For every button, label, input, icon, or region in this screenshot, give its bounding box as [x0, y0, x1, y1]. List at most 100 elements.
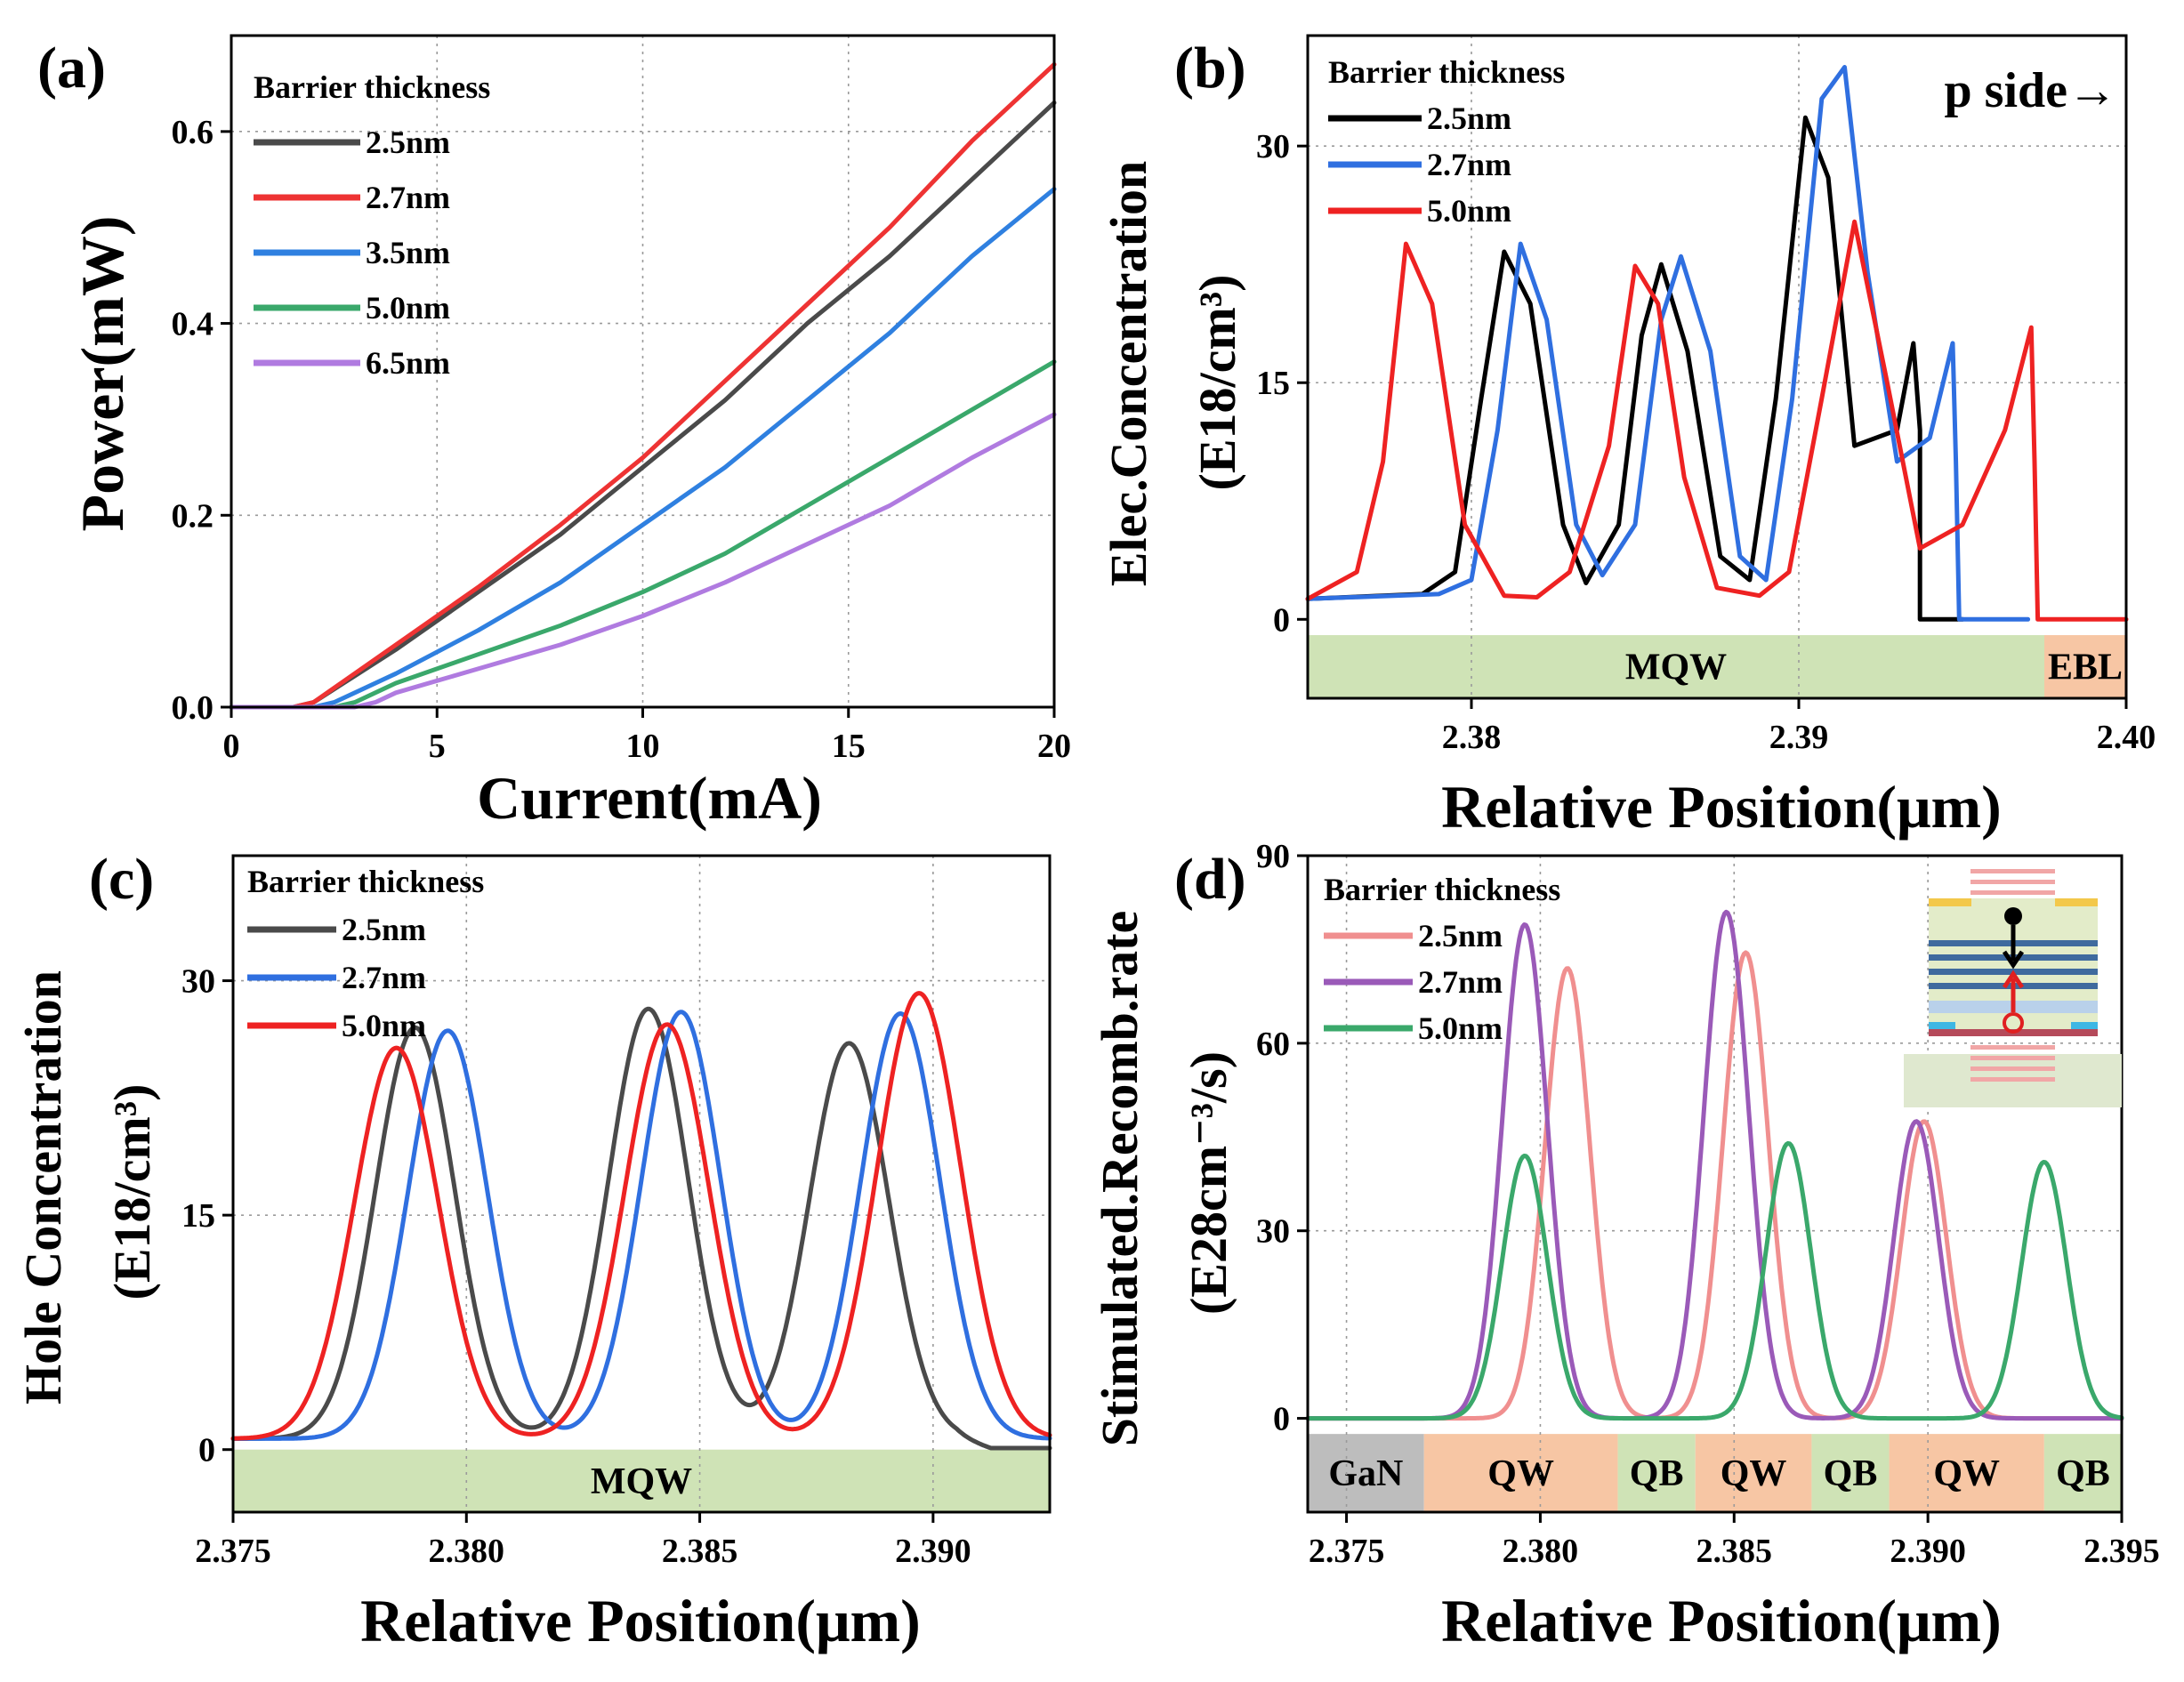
panel-a-x-tick-label-3: 15: [832, 728, 866, 765]
panel-c-series-2_7nm: [230, 1010, 1052, 1441]
panel-d-legend-label-2: 5.0nm: [1418, 1010, 1503, 1046]
panel-a-x-tick-label-4: 20: [1037, 728, 1071, 765]
panel-d-band-qb-2: [1617, 1434, 1696, 1512]
panel-d-legend-label-0: 2.5nm: [1418, 918, 1503, 954]
panel-d-x-tick-label-0: 2.375: [1309, 1533, 1385, 1570]
panel-d-band-qw-5: [1889, 1434, 2044, 1512]
panel-d-x-tick-label-3: 2.390: [1890, 1533, 1966, 1570]
panel-a-legend-label-3: 5.0nm: [366, 290, 450, 326]
panel-d-band-label-qb-2: QB: [1630, 1453, 1684, 1494]
panel-a-legend-label-0: 2.5nm: [366, 125, 450, 160]
panel-b-band-mqw-0: [1308, 635, 2044, 698]
panel-b-legend-label-2: 5.0nm: [1427, 193, 1511, 229]
panel-c-band-mqw-0: [233, 1449, 1050, 1512]
panel-b-x-axis-label: Relative Position(μm): [1441, 773, 2002, 841]
panel-d-band-label-qb-6: QB: [2056, 1453, 2110, 1494]
panel-d-y-axis-label-line2: (E28cm⁻³/s): [1180, 1051, 1237, 1315]
inset-bottom-dbr-layer: [1970, 1045, 2055, 1050]
panel-b-x-tick-label-1: 2.39: [1769, 719, 1829, 756]
inset-top-dbr-layer: [1970, 869, 2055, 873]
inset-electron-arrowhead: [2002, 950, 2025, 970]
inset-hole-arrowhead: [2002, 970, 2025, 989]
panel-a-series-3_5nm: [229, 187, 1057, 710]
panel-d-chart: (d) GaN QW QB QW QB QW QB 2.375 2.380 2.385 2.390…: [1091, 838, 2160, 1654]
panel-c-band-label-mqw-0: MQW: [591, 1461, 692, 1502]
panel-d-y-tick-label-3: 90: [1256, 838, 1290, 875]
panel-c-chart: (c) MQW 2.375 2.380 2.385 2.390 0 15 30 Barrie…: [14, 847, 1052, 1654]
panel-d-band-label-qb-4: QB: [1824, 1453, 1878, 1494]
panel-b-series-2_7nm: [1305, 65, 2031, 622]
panel-d-band-label-qw-5: QW: [1933, 1453, 2000, 1494]
panel-b-band-ebl-1: [2044, 635, 2126, 698]
panel-b-legend-label-0: 2.5nm: [1427, 101, 1511, 136]
panel-c-x-tick-label-0: 2.375: [195, 1533, 271, 1570]
panel-c-x-tick-label-3: 2.390: [895, 1533, 971, 1570]
panel-b-band-label-ebl-1: EBL: [2048, 648, 2123, 688]
panel-b-legend-label-1: 2.7nm: [1427, 147, 1511, 182]
inset-top-dbr-layer: [1970, 890, 2055, 895]
panel-c-y-axis-label-line1: Hole Concentration: [14, 970, 72, 1404]
panel-b-series-5_0nm: [1305, 219, 2129, 622]
inset-electron-dot: [2004, 907, 2022, 925]
panel-c-x-axis-label: Relative Position(μm): [360, 1587, 921, 1654]
panel-d-band-label-qw-3: QW: [1721, 1453, 1787, 1494]
panel-d-y-tick-label-1: 30: [1256, 1213, 1290, 1251]
panel-b-band-label-mqw-0: MQW: [1625, 648, 1727, 688]
panel-a-x-tick-label-0: 0: [223, 728, 240, 765]
panel-c-x-tick-label-1: 2.380: [429, 1533, 505, 1570]
panel-b-x-tick-label-0: 2.38: [1442, 719, 1502, 756]
panel-c-plot-frame: [231, 854, 1052, 1514]
panel-b-p-side-annotation: p side→: [1945, 63, 2118, 118]
panel-d-band-qb-6: [2043, 1434, 2122, 1512]
panel-d-series-5_0nm: [1305, 1140, 2124, 1421]
panel-c-series-2_5nm: [230, 1006, 1052, 1451]
panel-d-plot-frame: [1306, 854, 2124, 1514]
panel-a-chart: (a) 0 5 10 15 20 0.0 0.2 0.4 0.6 Barrier thickne…: [37, 34, 1071, 832]
panel-b-y-axis-label-line1: Elec.Concentration: [1100, 161, 1157, 586]
panel-b-letter: (b): [1174, 36, 1246, 101]
panel-c-y-axis-label-line2: (E18/cm³): [103, 1084, 161, 1300]
panel-d-legend-title: Barrier thickness: [1324, 872, 1560, 907]
panel-a-legend-label-1: 2.7nm: [366, 180, 450, 215]
panel-d-letter: (d): [1174, 847, 1246, 912]
panel-a-x-tick-label-1: 5: [429, 728, 446, 765]
inset-top-dbr-layer: [1970, 880, 2055, 884]
panel-d-band-qw-3: [1695, 1434, 1812, 1512]
panel-a-x-axis-label: Current(mA): [477, 764, 822, 832]
panel-a-y-tick-label-1: 0.2: [172, 497, 214, 535]
panel-c-legend-label-2: 5.0nm: [342, 1008, 426, 1043]
panel-b-y-tick-label-2: 30: [1256, 128, 1290, 165]
panel-c-letter: (c): [89, 847, 154, 912]
inset-top-contact-left: [1929, 898, 1971, 906]
panel-a-y-tick-label-2: 0.4: [172, 306, 214, 343]
panel-c-legend-label-1: 2.7nm: [342, 960, 426, 995]
panel-d-band-label-gan-0: GaN: [1328, 1453, 1403, 1494]
inset-bottom-dbr-layer: [1970, 1056, 2055, 1060]
panel-b-y-axis-label-line2: (E18/cm³): [1189, 275, 1246, 491]
panel-d-band-gan-0: [1308, 1434, 1424, 1512]
panel-c-y-tick-label-2: 30: [181, 963, 215, 1001]
panel-b-series-2_5nm: [1305, 115, 1965, 622]
panel-b-y-tick-label-1: 15: [1256, 365, 1290, 402]
panel-a-legend-label-4: 6.5nm: [366, 345, 450, 381]
panel-a-series-6_5nm: [229, 412, 1057, 710]
panel-c-y-tick-label-1: 15: [181, 1197, 215, 1235]
panel-c-x-tick-label-2: 2.385: [662, 1533, 738, 1570]
inset-bottom-contact-right: [2071, 1022, 2098, 1029]
panel-a-series-2_7nm: [229, 61, 1057, 710]
panel-a-legend-label-2: 3.5nm: [366, 235, 450, 270]
panel-d-y-axis-label-line1: Stimulated.Recomb.rate: [1091, 911, 1148, 1446]
panel-a-y-tick-label-0: 0.0: [172, 689, 214, 727]
panel-c-legend-title: Barrier thickness: [247, 864, 484, 899]
panel-c-legend-label-0: 2.5nm: [342, 912, 426, 947]
inset-hole-circle: [2003, 1012, 2024, 1034]
panel-b-y-tick-label-0: 0: [1273, 601, 1290, 639]
panel-d-band-label-qw-1: QW: [1487, 1453, 1554, 1494]
panel-b-plot-frame: [1306, 34, 2128, 700]
device-structure-inset: [1904, 869, 2122, 1107]
panel-b-chart: (b) MQW EBL 2.38 2.39 2.40 0 15 30 Barrier thi…: [1100, 34, 2156, 841]
inset-bottom-dbr-layer: [1970, 1066, 2055, 1071]
panel-d-band-qw-1: [1423, 1434, 1618, 1512]
